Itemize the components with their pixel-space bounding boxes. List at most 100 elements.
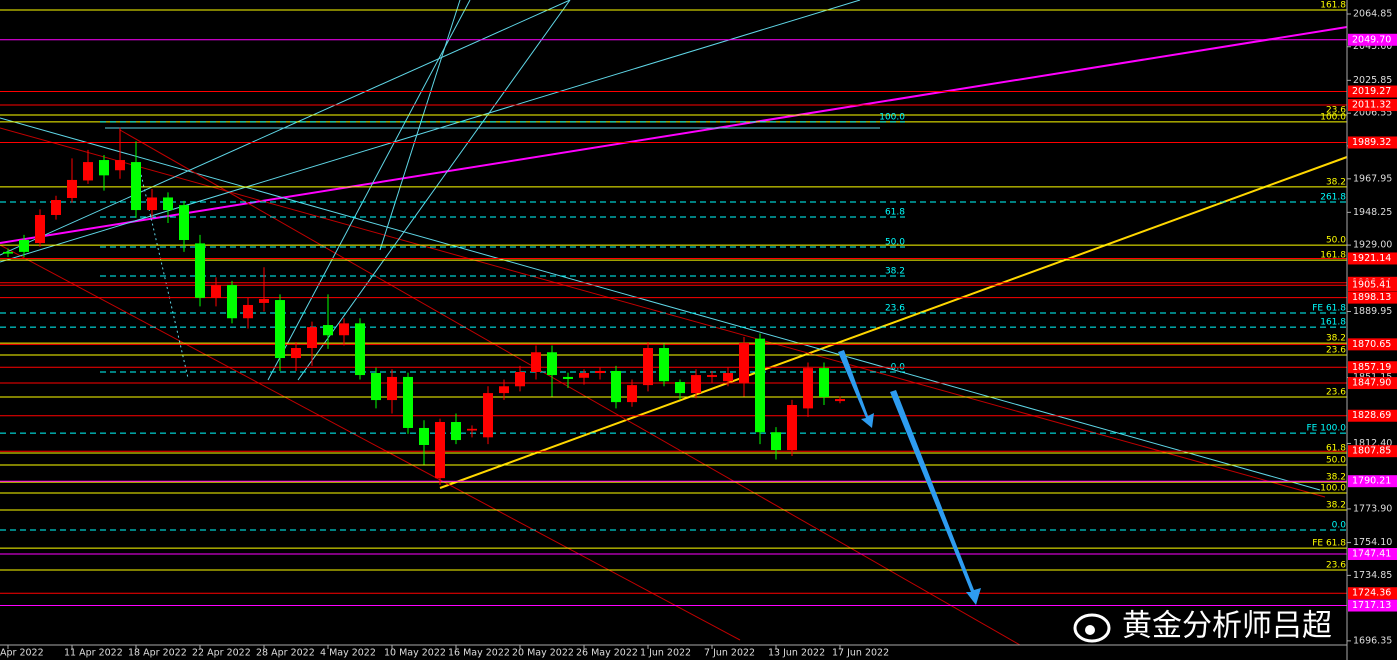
candle-body	[579, 373, 589, 378]
candle-body	[371, 373, 381, 401]
y-tick-label: 2064.85	[1353, 9, 1392, 20]
x-tick-label: 22 Apr 2022	[192, 648, 251, 659]
y-tick-label: 2045.60	[1353, 41, 1392, 52]
x-tick-label: 11 Apr 2022	[64, 648, 123, 659]
candle-body	[419, 427, 429, 445]
candle-body	[675, 382, 685, 394]
candle-body	[259, 299, 269, 303]
price-level-label: 1807.85	[1352, 446, 1391, 457]
candle-body	[83, 162, 93, 181]
candle-body	[275, 300, 285, 359]
price-level-box	[1348, 377, 1397, 390]
price-level-box	[1348, 599, 1397, 612]
candle-body	[483, 393, 493, 438]
price-level-box	[1348, 548, 1397, 561]
price-level-label: 1828.69	[1352, 410, 1391, 421]
fib-label: 50.0	[885, 237, 905, 247]
candle-body	[339, 323, 349, 336]
price-level-label: 1921.14	[1352, 253, 1391, 264]
fib-label: 50.0	[1326, 236, 1346, 246]
candle-body	[67, 179, 77, 198]
price-level-box	[1348, 85, 1397, 98]
x-tick-label: 10 May 2022	[384, 648, 446, 659]
candle-body	[195, 243, 205, 298]
candle-body	[243, 304, 253, 319]
candle-body	[307, 327, 317, 349]
candle-body	[643, 348, 653, 386]
price-level-label: 1905.41	[1352, 280, 1391, 291]
fib-label: 61.8	[885, 208, 905, 218]
candle-body	[595, 370, 605, 374]
y-tick-label: 1929.00	[1353, 240, 1392, 251]
price-level-box	[1348, 445, 1397, 458]
price-level-label: 1724.36	[1352, 588, 1391, 599]
candle-body	[803, 368, 813, 409]
fib-label: FE 100.0	[1307, 424, 1347, 434]
fib-label: 23.6	[1326, 105, 1346, 115]
candle-body	[323, 325, 333, 336]
fib-label: FE 61.8	[1312, 539, 1346, 549]
fib-label: FE 61.8	[1312, 303, 1346, 313]
trend-line	[0, 244, 741, 641]
price-level-label: 1857.19	[1352, 362, 1391, 373]
y-tick-label: 1889.95	[1353, 306, 1392, 317]
trend-line	[267, 0, 471, 381]
trend-line	[297, 0, 571, 381]
price-level-label: 2019.27	[1352, 86, 1391, 97]
y-tick-label: 1754.10	[1353, 537, 1392, 548]
price-level-box	[1348, 587, 1397, 600]
price-level-box	[1348, 409, 1397, 422]
fib-label: 23.6	[885, 303, 905, 313]
trend-line	[0, 26, 1348, 244]
y-tick-label: 2025.85	[1353, 75, 1392, 86]
trend-line	[0, 0, 861, 263]
fib-label: 38.2	[1326, 500, 1346, 510]
candle-body	[771, 432, 781, 451]
price-level-box	[1348, 475, 1397, 488]
fib-label: 100.0	[879, 112, 905, 122]
candle-body	[179, 205, 189, 240]
y-tick-label: 1696.35	[1353, 635, 1392, 646]
watermark: 黄金分析师吕超	[1122, 609, 1332, 644]
price-level-box	[1348, 252, 1397, 265]
y-tick-label: 2006.55	[1353, 108, 1392, 119]
candle-body	[147, 197, 157, 211]
candle-body	[707, 375, 717, 377]
fib-label: 23.6	[1326, 345, 1346, 355]
fib-label: 38.2	[1326, 334, 1346, 344]
price-level-box	[1348, 99, 1397, 112]
x-tick-label: 1 Jun 2022	[640, 648, 691, 659]
fib-label: 23.6	[1326, 388, 1346, 398]
candle-body	[563, 376, 573, 379]
candle-body	[755, 338, 765, 433]
price-level-box	[1348, 361, 1397, 374]
price-level-box	[1348, 136, 1397, 149]
candle-body	[627, 385, 637, 403]
candle-body	[3, 251, 13, 254]
candle-body	[211, 285, 221, 298]
trend-line	[379, 0, 461, 251]
weibo-icon	[1073, 613, 1111, 643]
fib-label: 0.0	[1332, 521, 1347, 531]
fib-label: 261.8	[1320, 193, 1346, 203]
price-level-label: 1847.90	[1352, 378, 1391, 389]
candle-body	[403, 376, 413, 428]
candle-body	[451, 422, 461, 441]
x-tick-label: 26 May 2022	[576, 648, 638, 659]
x-tick-label: 18 Apr 2022	[128, 648, 187, 659]
candle-body	[835, 399, 845, 402]
y-tick-label: 1812.40	[1353, 438, 1392, 449]
candle-body	[787, 405, 797, 451]
candle-body	[355, 323, 365, 376]
candle-body	[99, 160, 109, 176]
x-tick-label: 16 May 2022	[448, 648, 510, 659]
candle-body	[547, 352, 557, 376]
x-tick-label: 17 Jun 2022	[832, 648, 889, 659]
fib-label: 38.2	[1326, 473, 1346, 483]
candle-body	[531, 352, 541, 373]
y-tick-label: 1967.95	[1353, 173, 1392, 184]
